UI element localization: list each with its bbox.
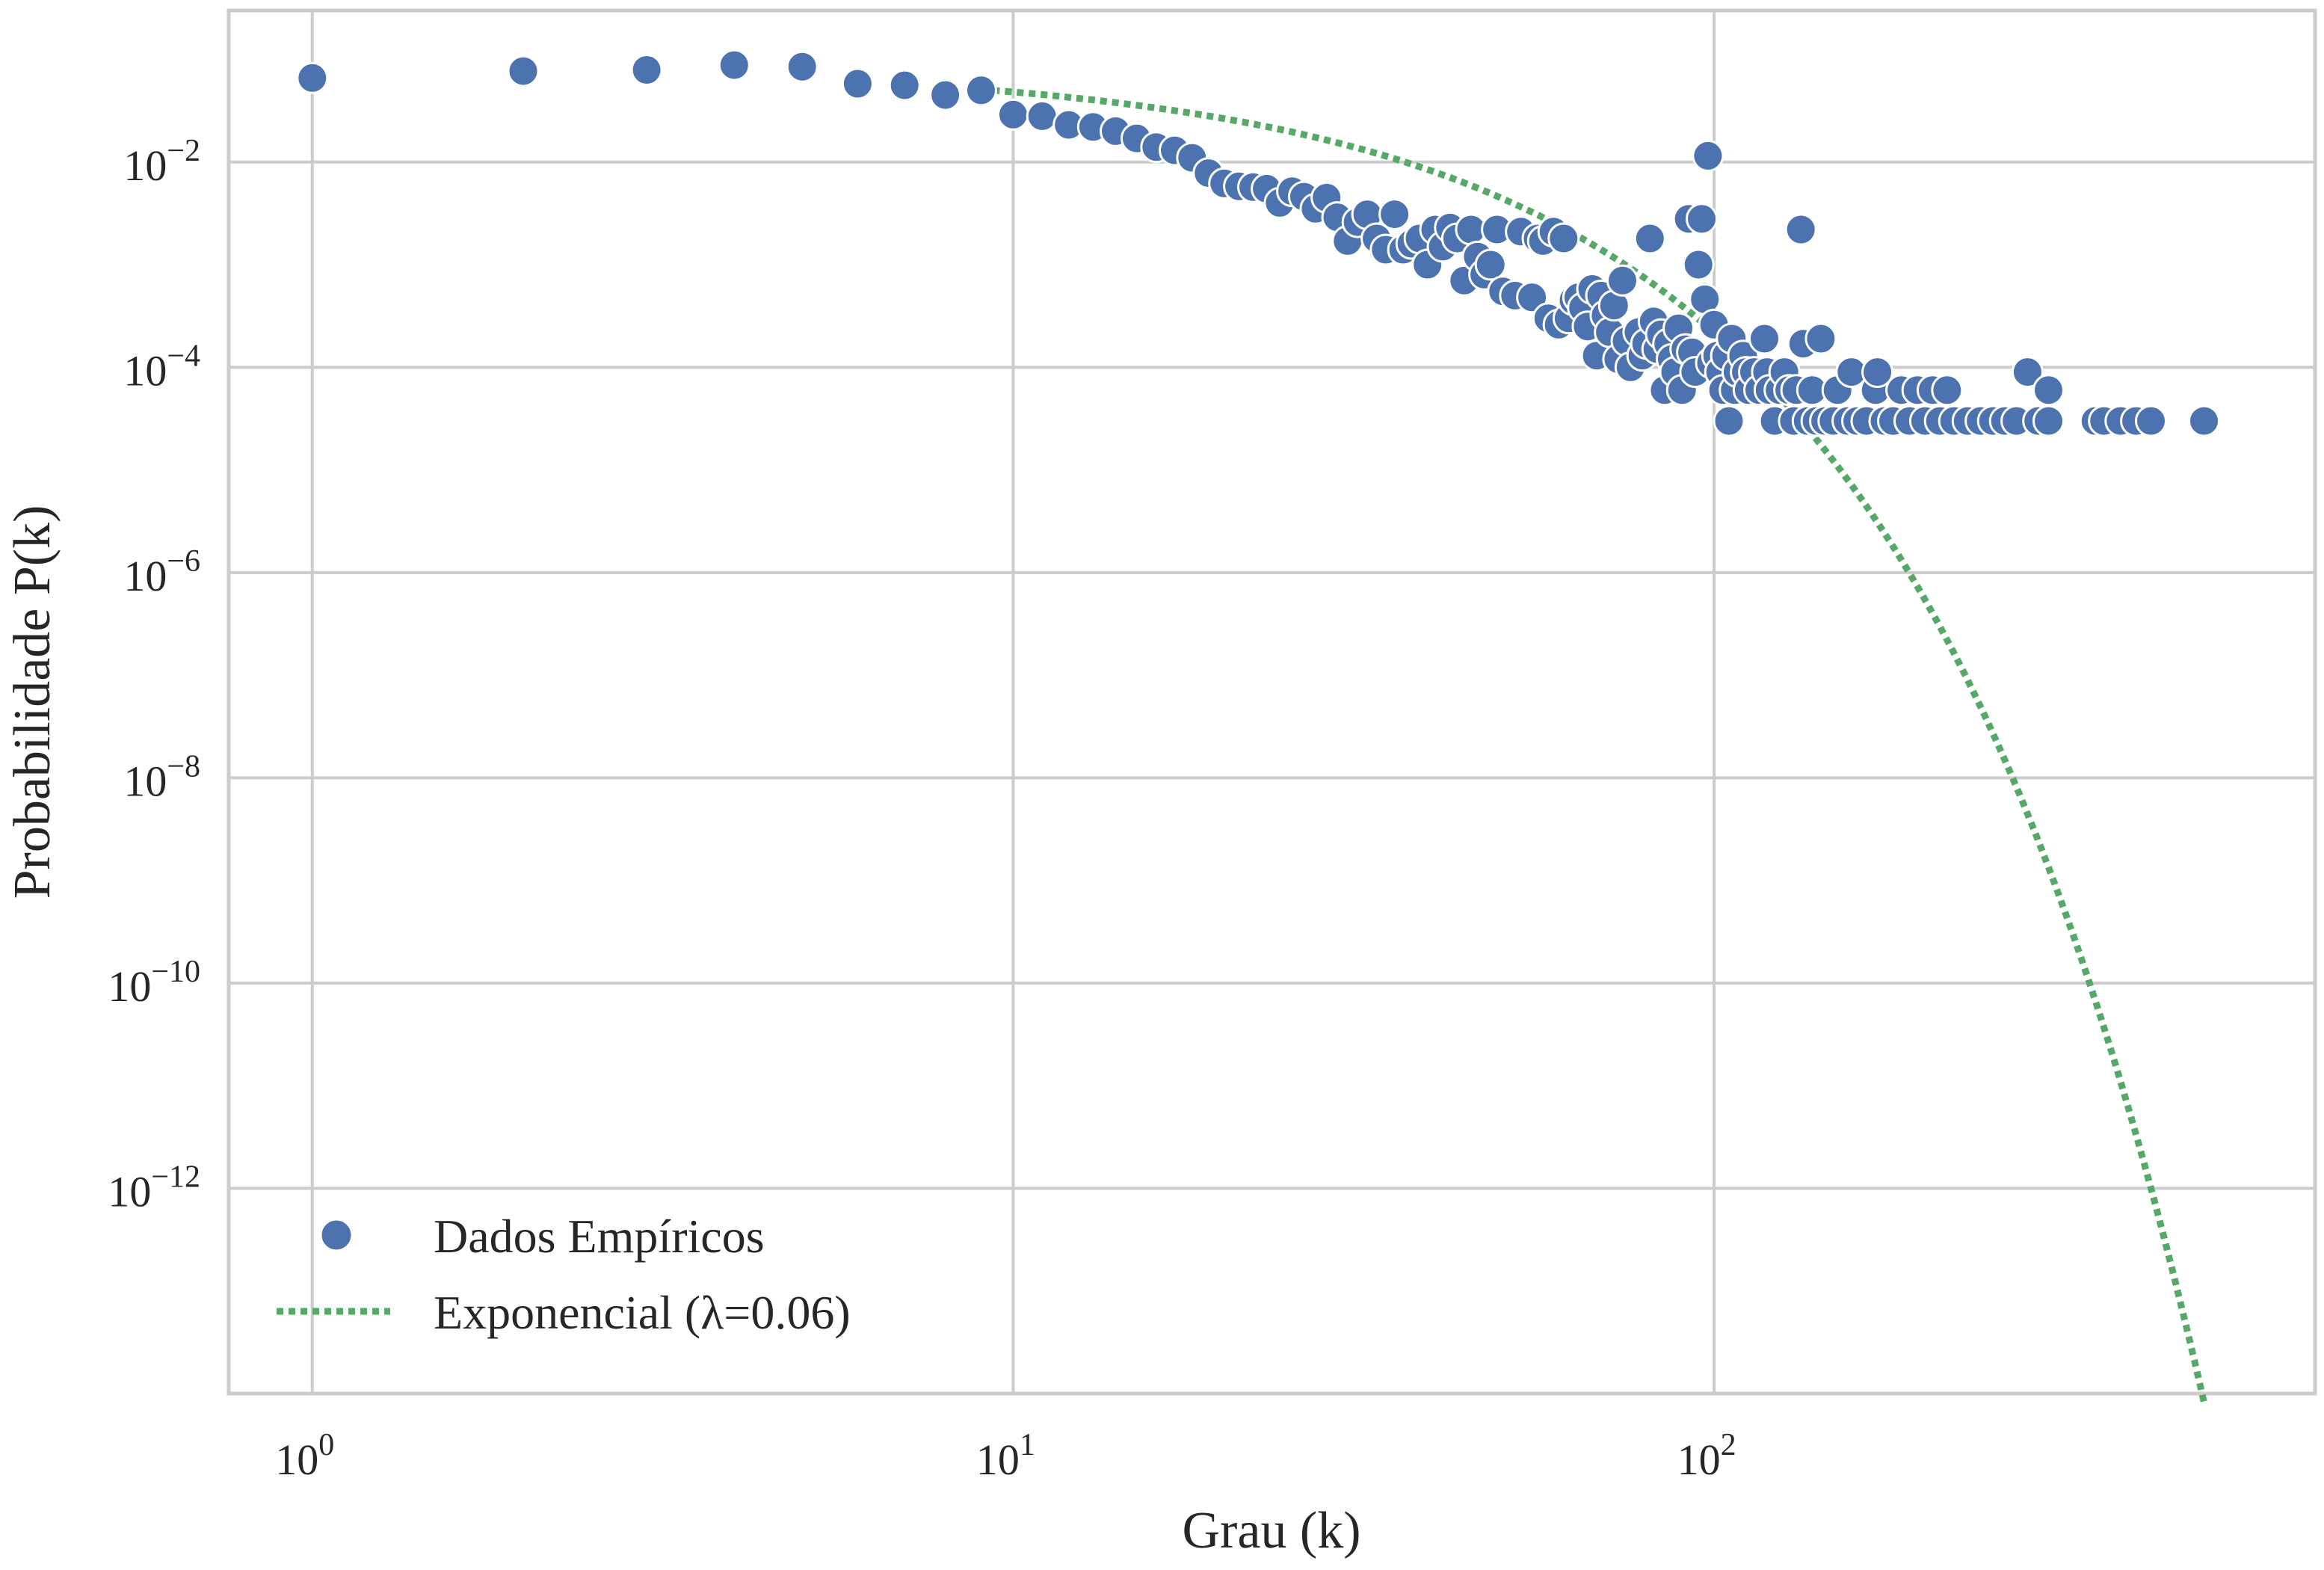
data-point-3 xyxy=(718,49,750,81)
data-point-6 xyxy=(888,69,921,102)
data-point-8 xyxy=(965,74,997,107)
y-tick-label-2: 10−6 xyxy=(123,544,200,600)
data-point-71 xyxy=(1606,264,1639,297)
data-point-77 xyxy=(1633,222,1666,255)
data-point-9 xyxy=(996,98,1029,131)
data-point-0 xyxy=(296,61,329,94)
data-point-124 xyxy=(1804,322,1837,355)
data-point-101 xyxy=(1713,404,1745,437)
data-point-58 xyxy=(1547,222,1580,255)
legend-scatter-marker xyxy=(319,1218,354,1252)
data-point-94 xyxy=(1692,139,1724,172)
data-point-91 xyxy=(1682,248,1715,281)
data-point-110 xyxy=(1748,322,1781,355)
legend: Dados Empíricos Exponencial (λ=0.06) xyxy=(277,1210,851,1339)
data-point-152 xyxy=(2032,404,2065,437)
y-tick-label-3: 10−8 xyxy=(123,749,200,805)
data-point-7 xyxy=(929,78,962,111)
fit-curve-layer xyxy=(981,85,2207,1403)
y-tick-label-5: 10−12 xyxy=(108,1160,200,1216)
data-point-10 xyxy=(1026,99,1058,132)
x-tick-label-0: 100 xyxy=(275,1428,334,1484)
x-axis-title: Grau (k) xyxy=(1182,1502,1360,1560)
data-point-133 xyxy=(1861,356,1894,389)
plot-area-frame xyxy=(226,8,2317,1396)
x-tick-labels: 100 101 102 xyxy=(275,1428,1736,1484)
data-point-119 xyxy=(1784,213,1817,246)
legend-scatter-label: Dados Empíricos xyxy=(434,1210,765,1263)
y-tick-labels: 10−2 10−4 10−6 10−8 10−10 10−12 xyxy=(108,134,200,1216)
legend-fit-label: Exponencial (λ=0.06) xyxy=(434,1286,851,1339)
y-tick-label-1: 10−4 xyxy=(123,339,200,395)
data-point-34 xyxy=(1378,198,1411,231)
scatter-points-layer xyxy=(296,49,2220,437)
data-point-92 xyxy=(1686,203,1718,236)
data-point-47 xyxy=(1474,248,1507,281)
y-tick-label-4: 10−10 xyxy=(108,955,200,1011)
data-point-157 xyxy=(2135,404,2167,437)
x-tick-label-2: 102 xyxy=(1677,1428,1736,1484)
data-point-1 xyxy=(507,55,540,87)
grid xyxy=(229,10,2315,1394)
data-point-5 xyxy=(841,67,874,100)
data-point-149 xyxy=(2011,356,2044,389)
data-point-4 xyxy=(786,50,819,83)
data-point-2 xyxy=(630,54,663,86)
data-point-158 xyxy=(2188,404,2220,437)
y-axis-title: Probabilidade P(k) xyxy=(4,505,61,899)
fit-curve xyxy=(981,85,2207,1403)
data-point-151 xyxy=(2032,374,2065,407)
x-tick-label-1: 101 xyxy=(976,1428,1035,1484)
y-tick-label-0: 10−2 xyxy=(123,134,200,190)
data-point-142 xyxy=(1931,374,1964,407)
